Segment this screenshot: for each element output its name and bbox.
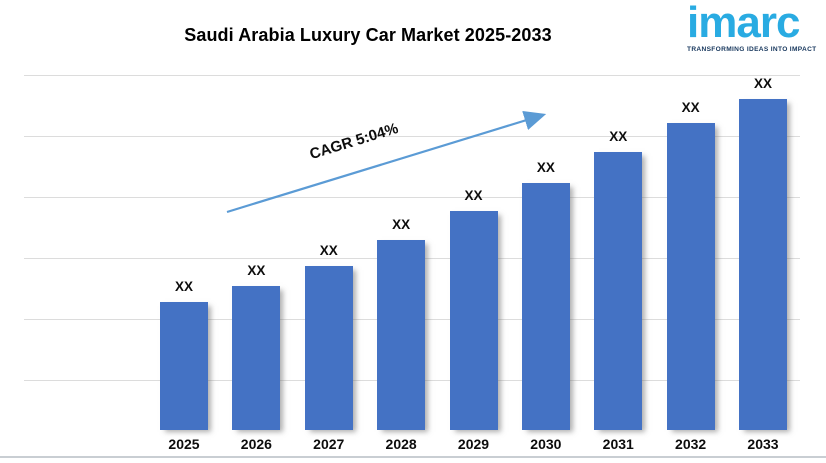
bar-value-label: XX [464, 187, 483, 203]
bar-column-2028: XX 2028 [377, 75, 426, 451]
bar-column-2031: XX 2031 [594, 75, 643, 451]
bar-column-2032: XX 2032 [666, 75, 715, 451]
bar [666, 123, 715, 430]
bar [449, 211, 498, 430]
bars-row: XX 2025 XX 2026 XX 2027 XX 2028 XX 2029 XX 2030 XX 20… [160, 75, 787, 451]
bar-column-2027: XX 2027 [304, 75, 353, 451]
x-axis-label: 2027 [313, 436, 345, 452]
x-axis-label: 2028 [385, 436, 417, 452]
x-axis-label: 2031 [602, 436, 634, 452]
bar-value-label: XX [247, 262, 266, 278]
bar [739, 99, 787, 430]
bar [594, 152, 643, 430]
bar-column-2026: XX 2026 [232, 75, 281, 451]
imarc-logo: imarc TRANSFORMING IDEAS INTO IMPACT [687, 0, 817, 53]
bar-value-label: XX [319, 242, 338, 258]
gridline [24, 136, 800, 137]
x-axis-label: 2025 [168, 436, 200, 452]
bar-column-2029: XX 2029 [449, 75, 498, 451]
imarc-logo-wordmark: imarc [687, 0, 800, 47]
bar-value-label: XX [392, 216, 411, 232]
bar-column-2025: XX 2025 [160, 75, 208, 451]
bar [160, 302, 208, 430]
bar-value-label: XX [753, 75, 772, 91]
trend-arrow-icon [226, 111, 547, 214]
gridline [24, 75, 800, 76]
bar [304, 266, 353, 430]
x-axis-label: 2032 [675, 436, 707, 452]
x-axis-label: 2033 [747, 436, 779, 452]
x-axis-label: 2029 [457, 436, 490, 452]
gridline [24, 197, 800, 198]
bar-column-2033: XX 2033 [739, 75, 787, 451]
chart-title: Saudi Arabia Luxury Car Market 2025-2033 [184, 25, 552, 45]
bar-column-2030: XX 2030 [521, 75, 570, 451]
bar [232, 286, 281, 430]
bottom-divider [0, 456, 826, 458]
bar-value-label: XX [174, 278, 193, 294]
bar-value-label: XX [681, 99, 700, 115]
x-axis-label: 2026 [240, 436, 272, 452]
imarc-logo-tagline: TRANSFORMING IDEAS INTO IMPACT [687, 45, 817, 53]
x-axis-label: 2030 [530, 436, 562, 452]
bar-value-label: XX [536, 159, 555, 175]
bar [521, 183, 570, 430]
bar [377, 240, 426, 430]
bar-value-label: XX [609, 128, 628, 144]
